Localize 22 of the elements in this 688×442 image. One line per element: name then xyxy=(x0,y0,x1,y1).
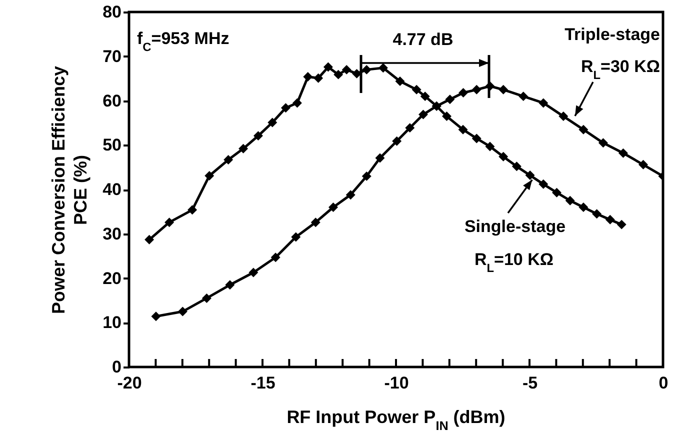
annotation: f$_{C}$=953 MHz xyxy=(137,29,230,54)
annotation: Triple-stage xyxy=(564,25,660,44)
x-tick-label: -5 xyxy=(522,374,538,392)
y-tick-label: 70 xyxy=(102,46,122,66)
y-tick-label: 50 xyxy=(102,136,122,155)
x-tick-label: -15 xyxy=(250,374,276,392)
y-tick-label: 80 xyxy=(102,2,122,22)
y-tick-label: 40 xyxy=(102,180,122,199)
annotation: R$_{L}$=10 KΩ xyxy=(474,250,554,275)
x-tick-label: 0 xyxy=(658,374,668,392)
x-axis-title: RF Input Power P$_{IN}$ (dBm) xyxy=(286,407,506,433)
y-tick-label: 20 xyxy=(102,268,122,288)
annotation: 4.77 dB xyxy=(392,30,454,49)
annotation: Single-stage xyxy=(464,217,566,236)
y-tick-label: 10 xyxy=(102,313,122,332)
x-tick-label: -10 xyxy=(384,374,409,392)
y-tick-label: 30 xyxy=(102,224,122,244)
y-axis-title: Power Conversion Efficiency PCE (%) xyxy=(48,66,91,314)
annotation: R$_{L}$=30 KΩ xyxy=(580,57,660,82)
x-tick-label: -20 xyxy=(117,374,142,392)
y-tick-label: 0 xyxy=(112,358,122,376)
y-tick-label: 60 xyxy=(102,91,122,110)
